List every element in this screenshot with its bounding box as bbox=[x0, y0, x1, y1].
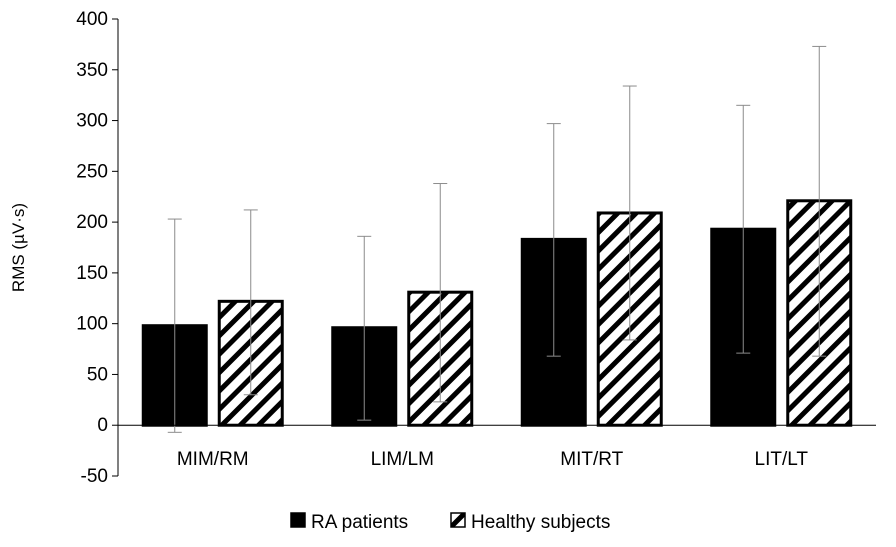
error-bar bbox=[622, 85, 637, 341]
y-tick-label: 200 bbox=[76, 212, 108, 233]
x-category-label: MIT/RT bbox=[560, 449, 623, 470]
y-tick-label: 150 bbox=[76, 263, 108, 284]
legend-label: RA patients bbox=[311, 512, 408, 533]
bars bbox=[141, 199, 853, 427]
y-tick-label: 300 bbox=[76, 111, 108, 132]
y-tick-label: 100 bbox=[76, 314, 108, 335]
error-bar bbox=[736, 104, 751, 354]
labels: -50 0 50 100 150 200 250 300 350 400 RMS (µV·s) MIM… bbox=[9, 9, 808, 487]
x-category-label: LIT/LT bbox=[755, 449, 809, 470]
error-bars bbox=[118, 45, 876, 433]
legend-swatch bbox=[290, 512, 306, 528]
y-tick-label: -50 bbox=[81, 466, 108, 487]
error-bar bbox=[433, 183, 448, 403]
error-bar bbox=[243, 209, 258, 396]
legend-label: Healthy subjects bbox=[471, 512, 610, 533]
legend: RA patients Healthy subjects bbox=[290, 512, 610, 533]
y-tick-label: 50 bbox=[87, 364, 108, 385]
error-bar bbox=[167, 218, 182, 433]
y-tick-label: 400 bbox=[76, 9, 108, 30]
y-tick-label: 250 bbox=[76, 161, 108, 182]
x-category-label: LIM/LM bbox=[371, 449, 434, 470]
legend-item-healthy-subjects: Healthy subjects bbox=[450, 512, 610, 533]
error-bar bbox=[812, 45, 827, 357]
y-tick-label: 350 bbox=[76, 60, 108, 81]
legend-item-ra-patients: RA patients bbox=[290, 512, 408, 533]
y-axis-label: RMS (µV·s) bbox=[9, 203, 28, 292]
y-tick-label: 0 bbox=[97, 415, 108, 436]
x-category-label: MIM/RM bbox=[177, 449, 249, 470]
legend-swatch bbox=[450, 512, 466, 528]
error-bar bbox=[357, 235, 372, 421]
error-bar bbox=[546, 123, 561, 357]
axes bbox=[112, 18, 119, 477]
